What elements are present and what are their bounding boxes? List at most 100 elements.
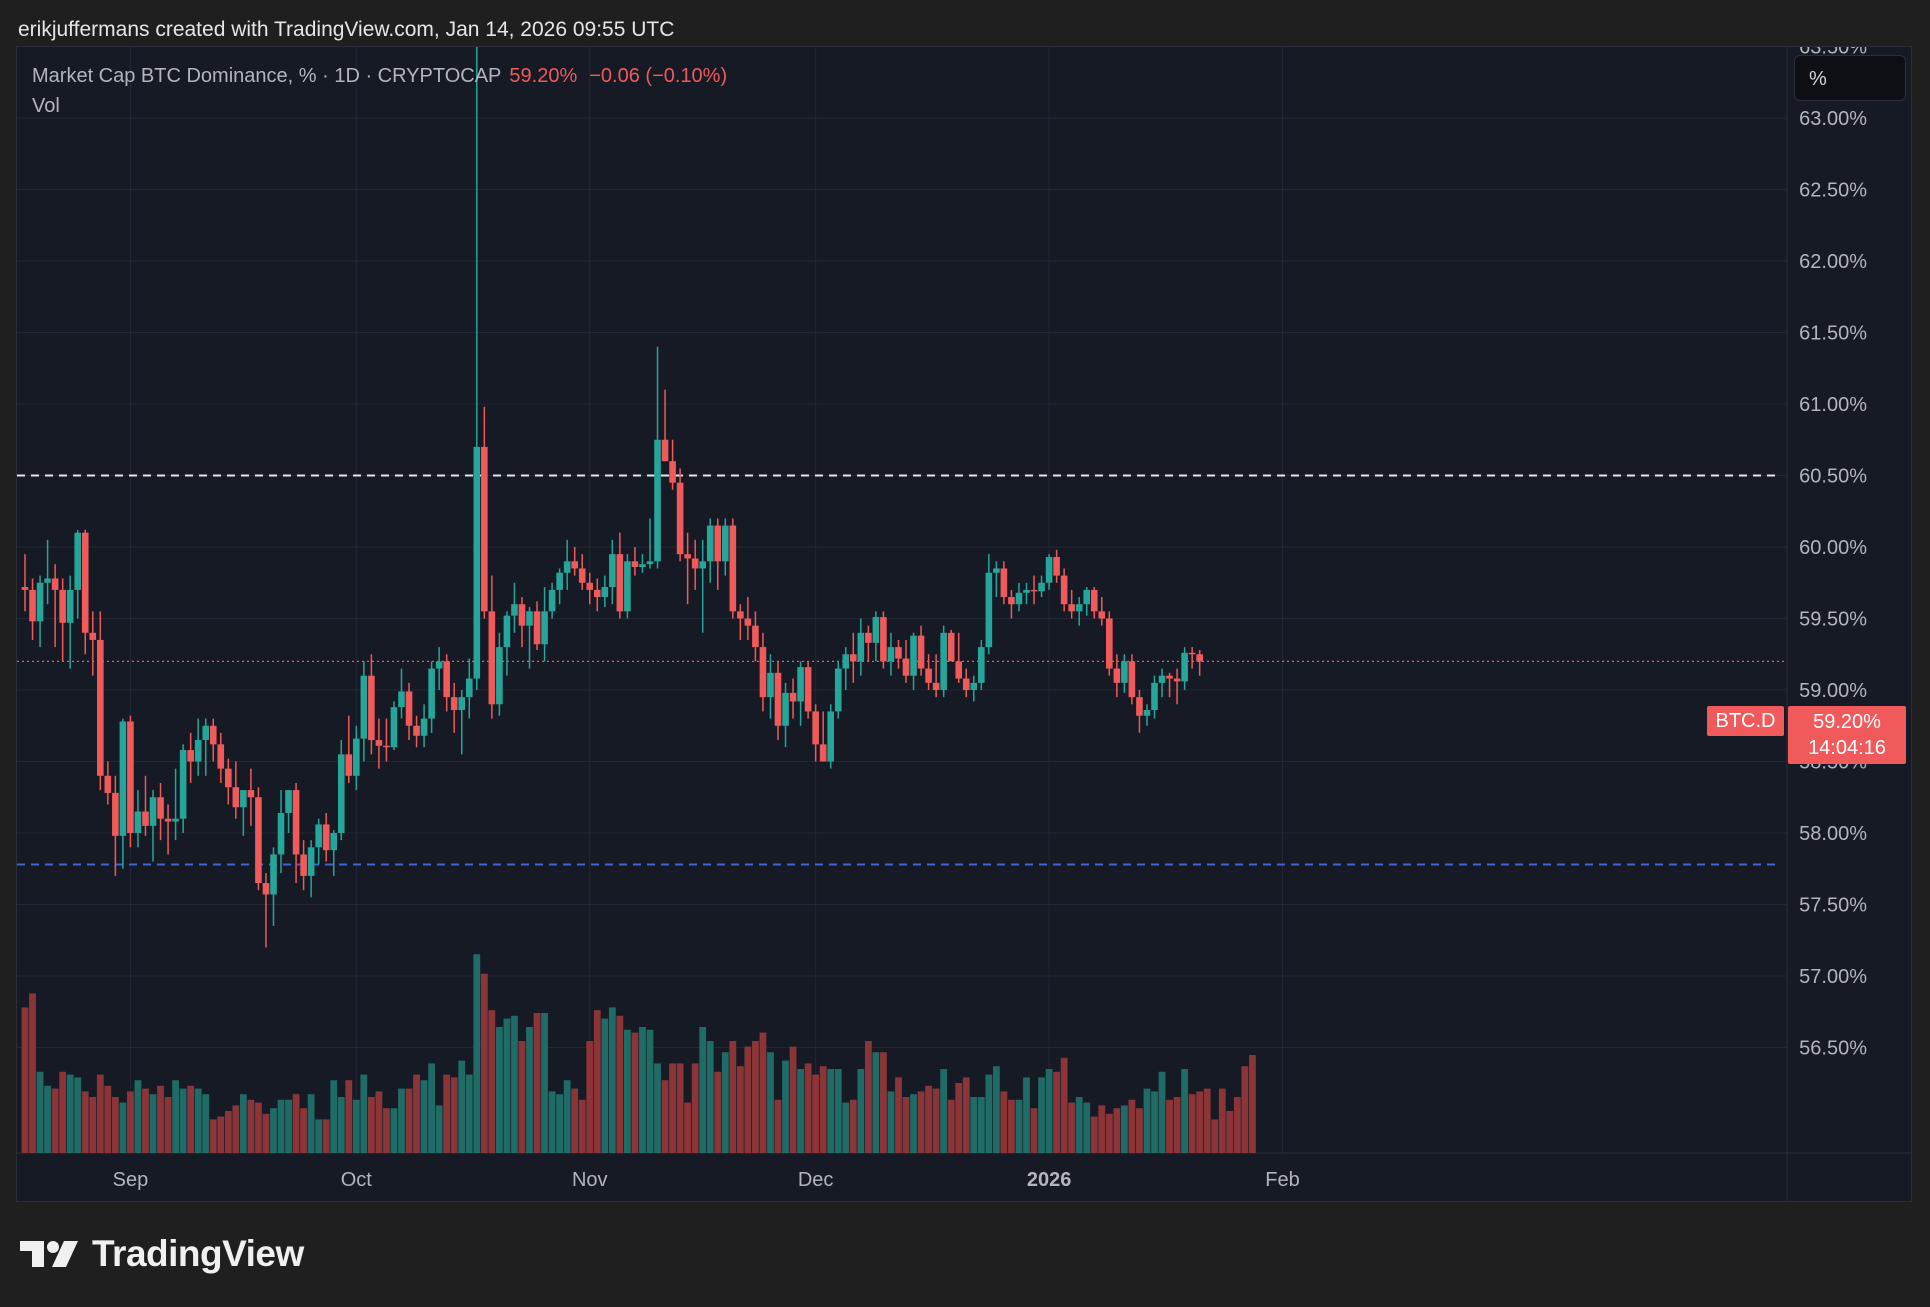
candle-body (955, 661, 963, 679)
volume-bar (367, 1097, 375, 1153)
volume-bar (819, 1066, 827, 1153)
x-axis-tick-label: Oct (341, 1169, 373, 1191)
volume-bar (932, 1088, 940, 1153)
volume-bar (1023, 1077, 1030, 1153)
volume-bar (443, 1074, 451, 1153)
volume-bar (608, 1007, 616, 1153)
candle-body (578, 568, 586, 583)
volume-bar (684, 1102, 692, 1153)
candle-body (217, 744, 225, 769)
candle-body (1166, 675, 1173, 679)
volume-bar (1000, 1091, 1008, 1153)
volume-bar (518, 1041, 526, 1153)
volume-bar (1158, 1071, 1166, 1153)
volume-bar (1105, 1113, 1113, 1153)
candle-body (270, 854, 277, 895)
volume-bar (1203, 1088, 1211, 1153)
candle-body (970, 682, 978, 690)
y-axis-tick-label: 61.50% (1799, 323, 1867, 345)
candle-body (797, 667, 804, 702)
volume-bar (661, 1080, 669, 1153)
volume-bar (1128, 1099, 1136, 1153)
volume-bar (300, 1108, 308, 1153)
candle-body (518, 604, 526, 626)
y-axis-tick-label: 60.00% (1799, 537, 1867, 559)
volume-bar (1233, 1097, 1241, 1153)
volume-bar (842, 1102, 850, 1153)
candle-body (255, 797, 262, 884)
candle-body (89, 632, 97, 640)
candle-body (880, 617, 887, 662)
candle-body (1143, 710, 1151, 716)
volume-bar (654, 1063, 661, 1153)
volume-bar (1113, 1108, 1121, 1153)
candle-body (1128, 661, 1136, 698)
volume-bar (586, 1041, 594, 1153)
volume-bar (864, 1041, 872, 1153)
volume-bar (488, 1010, 496, 1153)
volume-bar (1083, 1102, 1091, 1153)
candle-body (729, 525, 737, 612)
candle-body (917, 635, 925, 669)
volume-bar (81, 1091, 89, 1153)
candle-body (119, 721, 127, 836)
volume-legend[interactable]: Vol (32, 95, 60, 117)
candle-body (307, 847, 315, 876)
volume-bar (955, 1083, 963, 1153)
volume-bar (1211, 1119, 1219, 1153)
candle-body (541, 611, 548, 645)
candle-body (29, 589, 36, 622)
volume-bar (51, 1088, 59, 1153)
symbol-description[interactable]: Market Cap BTC Dominance, % · 1D · CRYPT… (32, 65, 502, 87)
volume-bar (428, 1063, 436, 1153)
volume-bar (322, 1119, 330, 1153)
volume-bar (1188, 1094, 1196, 1153)
chart-canvas[interactable]: 56.50%57.00%57.50%58.00%58.50%59.00%59.5… (17, 47, 1911, 1201)
volume-bar (36, 1071, 44, 1153)
volume-bar (1060, 1057, 1068, 1153)
volume-bar (962, 1077, 970, 1153)
candle-body (812, 711, 819, 745)
volume-bar (834, 1069, 842, 1153)
volume-bar (767, 1052, 774, 1153)
candle-body (127, 721, 134, 833)
candle-body (661, 439, 669, 462)
volume-bar (375, 1091, 383, 1153)
candle-body (81, 532, 89, 633)
volume-bar (797, 1069, 804, 1153)
y-axis-tick-label: 63.00% (1799, 108, 1867, 130)
candle-body (759, 647, 767, 698)
volume-bar (1045, 1069, 1053, 1153)
candle-body (458, 697, 466, 711)
candle-body (827, 711, 835, 762)
candle-body (1121, 661, 1128, 683)
candle-body (360, 675, 368, 739)
volume-bar (194, 1088, 202, 1153)
x-axis-tick-label: Nov (572, 1169, 608, 1191)
volume-bar (345, 1080, 353, 1153)
volume-bar (706, 1041, 714, 1153)
volume-bar (1008, 1099, 1015, 1153)
candle-body (1173, 678, 1181, 682)
candle-body (134, 811, 142, 833)
volume-bar (676, 1063, 684, 1153)
volume-bar (142, 1088, 149, 1153)
candle-body (631, 561, 639, 568)
volume-bar (495, 1027, 503, 1153)
candle-body (699, 561, 706, 569)
candle-body (157, 797, 164, 819)
candle-body (112, 792, 119, 836)
candle-body (872, 617, 880, 643)
volume-bar (669, 1063, 676, 1153)
candle-body (435, 661, 443, 669)
candle-body (947, 632, 955, 662)
volume-bar (721, 1052, 729, 1153)
x-axis-tick-label: Dec (798, 1169, 834, 1191)
volume-bar (556, 1094, 564, 1153)
chart-frame[interactable]: 56.50%57.00%57.50%58.00%58.50%59.00%59.5… (16, 46, 1912, 1202)
percent-scale-button[interactable]: % (1794, 55, 1906, 101)
candle-body (405, 691, 413, 726)
volume-bar (977, 1097, 985, 1153)
volume-bar (616, 1015, 624, 1153)
candle-body (1015, 592, 1023, 605)
